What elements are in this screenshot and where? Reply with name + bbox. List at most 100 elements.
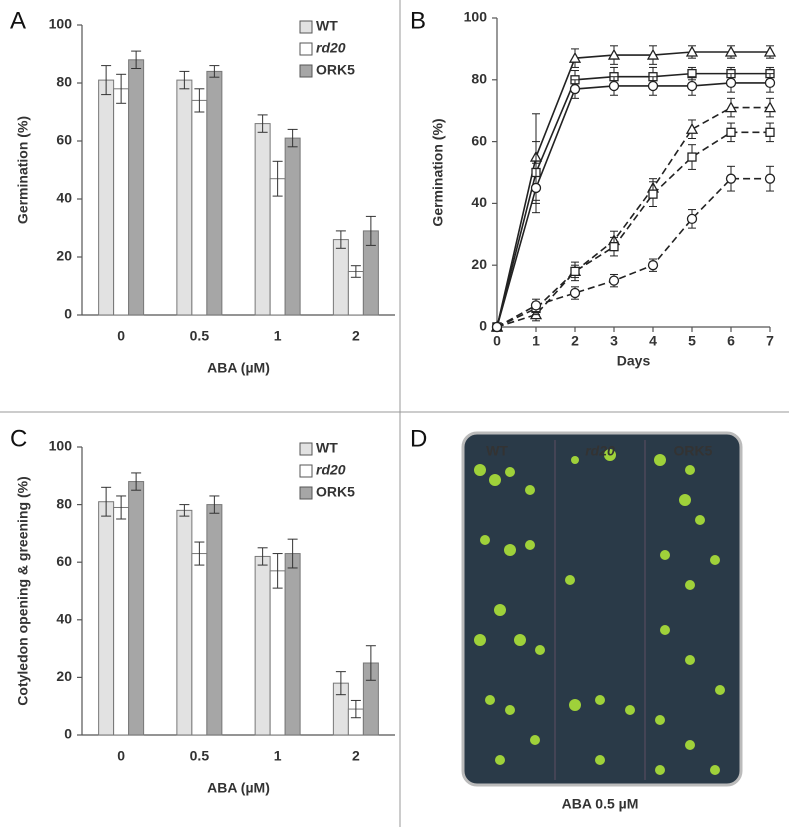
panel-letter: C [10, 425, 27, 452]
photo-label: ORK5 [674, 443, 713, 459]
bar [98, 501, 115, 736]
y-tick-label: 100 [49, 16, 73, 32]
bar [254, 555, 271, 736]
bar [191, 553, 208, 736]
plate-photo [461, 431, 743, 787]
y-tick-label: 100 [464, 9, 488, 25]
legend-swatch [299, 64, 313, 78]
line [496, 72, 770, 328]
y-tick-label: 60 [56, 132, 72, 148]
panel-letter: D [410, 425, 427, 452]
marker [725, 77, 737, 89]
marker [647, 260, 659, 271]
legend-swatch [299, 486, 313, 500]
bar [347, 271, 364, 316]
bar [269, 178, 286, 316]
bar [128, 59, 145, 316]
bar [113, 88, 130, 316]
legend-label: WT [316, 18, 338, 34]
x-tick-label: 0 [493, 333, 501, 349]
bar [284, 553, 301, 736]
line [496, 106, 770, 328]
x-tick-label: 2 [352, 328, 360, 344]
marker [607, 48, 621, 60]
bar [284, 137, 301, 316]
x-axis-label: Days [617, 353, 651, 369]
y-tick-label: 40 [56, 190, 72, 206]
x-axis-label: ABA (µM) [207, 780, 270, 796]
bar [332, 239, 349, 316]
marker [646, 48, 660, 60]
marker [685, 45, 699, 57]
legend-swatch [299, 442, 313, 456]
marker [609, 242, 619, 252]
bar [269, 570, 286, 736]
y-axis-label: Germination (%) [15, 116, 31, 224]
legend-swatch [299, 20, 313, 34]
x-tick-label: 0 [117, 328, 125, 344]
marker [764, 77, 776, 89]
marker [491, 321, 503, 333]
y-tick-label: 0 [64, 726, 72, 742]
marker [530, 182, 542, 194]
y-tick-label: 80 [56, 495, 72, 511]
marker [686, 80, 698, 92]
line [496, 82, 770, 328]
bar [206, 504, 223, 736]
x-tick-label: 6 [727, 333, 735, 349]
y-tick-label: 60 [56, 553, 72, 569]
panel-letter: B [410, 7, 426, 34]
y-tick-label: 40 [56, 611, 72, 627]
marker [685, 122, 699, 134]
bar [176, 79, 193, 316]
x-tick-label: 4 [649, 333, 657, 349]
panel-letter: A [10, 7, 26, 34]
marker [724, 45, 738, 57]
y-tick-label: 60 [471, 132, 487, 148]
marker [763, 45, 777, 57]
x-axis-label: ABA (µM) [207, 360, 270, 376]
marker [648, 189, 658, 199]
photo-label: WT [486, 443, 508, 459]
legend-label: ORK5 [316, 484, 355, 500]
bar [98, 79, 115, 316]
photo-caption: ABA 0.5 µM [562, 796, 639, 812]
x-tick-label: 5 [688, 333, 696, 349]
y-tick-label: 0 [479, 318, 487, 334]
y-axis-label: Germination (%) [430, 118, 446, 226]
marker [687, 152, 697, 162]
marker [570, 266, 580, 277]
x-tick-label: 0.5 [190, 328, 210, 344]
bar [254, 123, 271, 316]
line [496, 177, 770, 328]
x-tick-label: 1 [532, 333, 540, 349]
marker [530, 300, 542, 311]
legend-label: rd20 [316, 462, 346, 478]
x-tick-label: 3 [610, 333, 618, 349]
line [496, 131, 770, 328]
bar [206, 70, 223, 316]
marker [764, 173, 776, 184]
bar [191, 99, 208, 316]
x-tick-label: 2 [352, 748, 360, 764]
line [496, 51, 770, 328]
legend-label: WT [316, 440, 338, 456]
marker [765, 127, 775, 137]
y-tick-label: 20 [471, 256, 487, 272]
bar [128, 481, 145, 736]
marker [763, 101, 777, 113]
x-tick-label: 0 [117, 748, 125, 764]
seedlings [474, 449, 725, 775]
x-tick-label: 0.5 [190, 748, 210, 764]
y-tick-label: 80 [471, 71, 487, 87]
marker [686, 213, 698, 225]
y-axis-label: Cotyledon opening & greening (%) [15, 476, 31, 705]
legend-swatch [299, 464, 313, 478]
marker [569, 287, 581, 299]
x-tick-label: 1 [274, 328, 282, 344]
marker [568, 51, 582, 63]
bar [176, 509, 193, 736]
x-tick-label: 7 [766, 333, 774, 349]
y-tick-label: 0 [64, 306, 72, 322]
